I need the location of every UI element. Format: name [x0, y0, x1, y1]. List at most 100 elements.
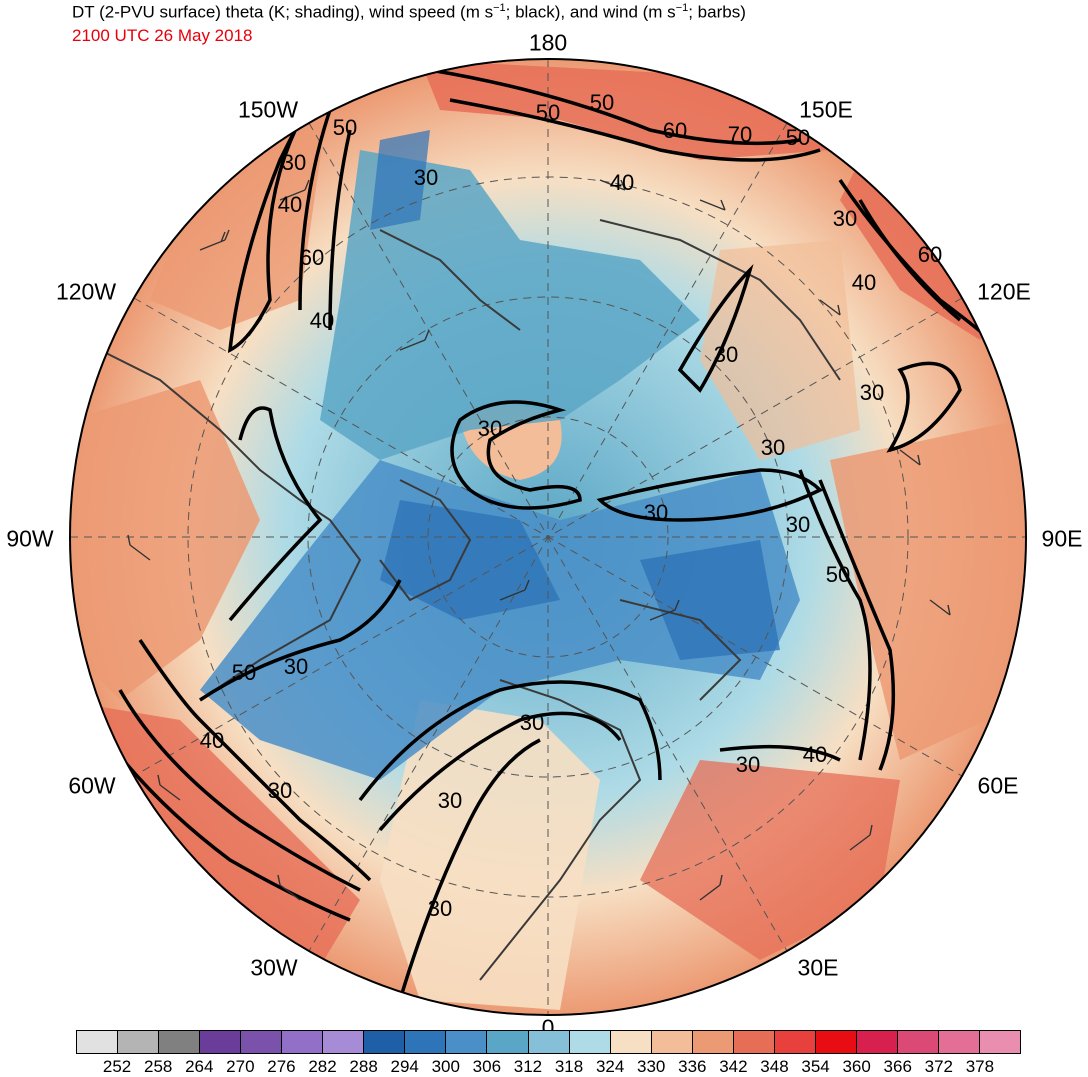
warm-region — [70, 380, 260, 700]
contour-label: 30 — [644, 500, 668, 525]
warm-region — [640, 760, 900, 960]
cold-region — [640, 540, 780, 660]
colorbar-tick-label: 342 — [719, 1057, 748, 1076]
contour-label: 30 — [478, 416, 502, 441]
lon-label-90w: 90W — [6, 525, 54, 552]
contour-label: 50 — [826, 562, 850, 587]
colorbar-tick-label: 336 — [678, 1057, 707, 1076]
colorbar-tick-label: 276 — [267, 1057, 296, 1076]
colorbar-bin — [323, 1031, 365, 1053]
colorbar-bin — [528, 1031, 570, 1053]
colorbar-tick-label: 258 — [143, 1057, 173, 1076]
wind-barbs — [127, 179, 951, 901]
colorbar-bin — [405, 1031, 447, 1053]
contour-label: 50 — [786, 125, 810, 150]
contour-label: 40 — [200, 728, 224, 753]
lon-label-120w: 120W — [55, 278, 117, 305]
contour-label: 30 — [786, 512, 810, 537]
lon-label-150w: 150W — [237, 96, 299, 123]
colorbar-tick-label: 354 — [801, 1057, 830, 1076]
colorbar-bin — [364, 1031, 406, 1053]
colorbar-tick-label: 294 — [390, 1057, 419, 1076]
colorbar-bin — [897, 1031, 939, 1053]
colorbar-tick-label: 288 — [349, 1057, 378, 1076]
contour-label: 40 — [852, 270, 876, 295]
colorbar-tick-label: 300 — [431, 1057, 460, 1076]
colorbar-bin — [77, 1031, 119, 1053]
lon-label-60e: 60E — [977, 772, 1019, 799]
colorbar — [76, 1030, 1021, 1054]
colorbar-bin — [938, 1031, 981, 1053]
figure-title: DT (2-PVU surface) theta (K; shading), w… — [72, 2, 746, 22]
colorbar-bin — [159, 1031, 201, 1053]
unit-exponent: −1 — [675, 2, 689, 14]
colorbar-bin — [569, 1031, 611, 1053]
colorbar-bin — [815, 1031, 857, 1053]
lon-label-180: 180 — [528, 29, 568, 56]
colorbar-tick-label: 264 — [185, 1057, 214, 1076]
contour-label: 40 — [803, 742, 827, 767]
contour-label: 30 — [833, 206, 857, 231]
contour-label: 30 — [428, 896, 452, 921]
map-boundary — [69, 58, 1027, 1016]
valid-time: 2100 UTC 26 May 2018 — [72, 26, 253, 45]
colorbar-bin — [651, 1031, 693, 1053]
contour-label: 30 — [520, 710, 544, 735]
graticule — [70, 59, 1026, 1015]
colorbar-tick-label: 252 — [102, 1057, 132, 1076]
colorbar-bin — [446, 1031, 488, 1053]
contour-label: 50 — [536, 100, 560, 125]
colorbar-bin — [118, 1031, 160, 1053]
contour-label: 30 — [268, 778, 292, 803]
colorbar-bin — [610, 1031, 652, 1053]
lon-label-150e: 150E — [799, 96, 853, 123]
colorbar-bin — [692, 1031, 734, 1053]
lon-label-90e: 90E — [1041, 525, 1083, 552]
contour-label: 30 — [714, 342, 738, 367]
lon-label-120e: 120E — [977, 278, 1031, 305]
unit-exponent: −1 — [493, 2, 506, 14]
contour-label: 60 — [663, 118, 687, 143]
contour-label: 60 — [918, 242, 942, 267]
cold-region — [370, 130, 430, 230]
colorbar-tick-label: 312 — [513, 1057, 543, 1076]
coastlines — [99, 219, 841, 981]
colorbar-tick-label: 378 — [965, 1057, 995, 1076]
contour-label: 30 — [438, 788, 462, 813]
contour-label: 30 — [282, 150, 306, 175]
contour-label: 70 — [728, 122, 752, 147]
cold-region — [380, 500, 560, 620]
colorbar-bin — [856, 1031, 898, 1053]
contour-label: 40 — [310, 308, 334, 333]
contour-label: 30 — [414, 165, 438, 190]
colorbar-tick-label: 360 — [842, 1057, 871, 1076]
colorbar-tick-label: 270 — [226, 1057, 255, 1076]
colorbar-bin — [241, 1031, 283, 1053]
colorbar-tick-label: 366 — [883, 1057, 912, 1076]
colorbar-bin — [200, 1031, 242, 1053]
colorbar-tick-label: 306 — [472, 1057, 502, 1076]
contour-label: 30 — [761, 435, 785, 460]
colorbar-bin — [487, 1031, 529, 1053]
contour-label: 30 — [736, 752, 760, 777]
colorbar-labels: 252 258 264 270 276 282 288 294 300 306 312 318 324 3… — [76, 1057, 1021, 1077]
colorbar-bin — [282, 1031, 324, 1053]
contour-label: 30 — [284, 654, 308, 679]
colorbar-tick-label: 372 — [924, 1057, 953, 1076]
colorbar-tick-label: 330 — [637, 1057, 666, 1076]
lon-label-30e: 30E — [797, 954, 839, 981]
contour-label: 40 — [610, 170, 634, 195]
lon-label-30w: 30W — [250, 954, 298, 981]
lon-label-60w: 60W — [68, 772, 116, 799]
contour-label-group: 50 50 60 70 50 30 40 60 40 30 40 30 30 3… — [200, 90, 942, 921]
colorbar-bin — [733, 1031, 775, 1053]
cold-region — [200, 460, 800, 780]
contour-label: 60 — [300, 245, 324, 270]
contour-label: 50 — [590, 90, 614, 115]
contour-label: 50 — [333, 115, 357, 140]
colorbar-bin — [980, 1031, 1021, 1053]
contour-label: 40 — [278, 192, 302, 217]
colorbar-tick-label: 318 — [554, 1057, 584, 1076]
contour-label: 50 — [232, 660, 256, 685]
